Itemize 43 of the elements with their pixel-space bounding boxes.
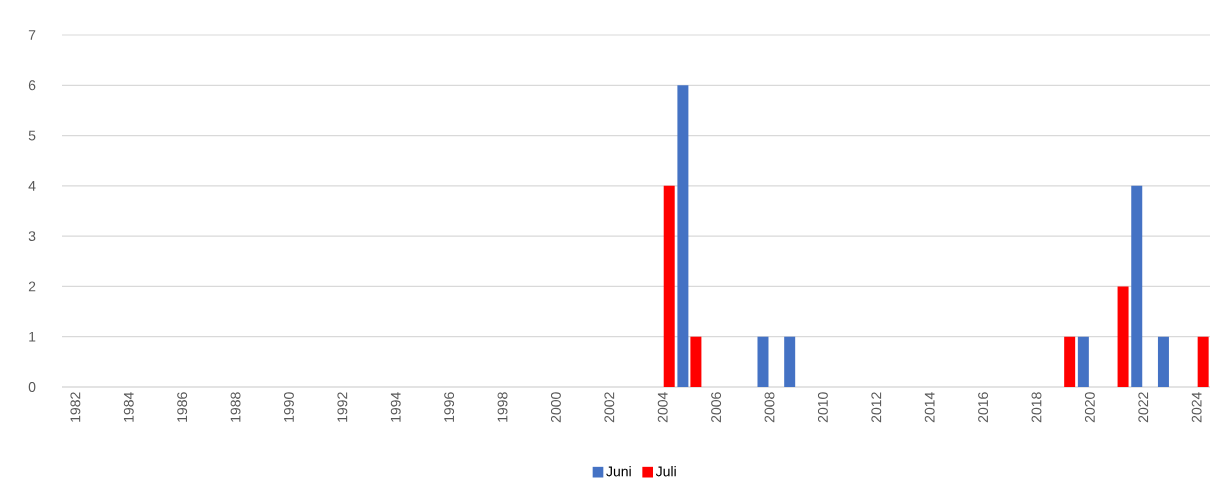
x-tick-label: 1984: [123, 392, 134, 422]
bar: [663, 185, 675, 387]
bar: [1131, 185, 1143, 387]
y-tick-label: 2: [28, 281, 36, 292]
x-tick-label: 2004: [657, 392, 668, 423]
x-tick-label: 2016: [978, 392, 989, 423]
x-tick-label: 1988: [230, 392, 241, 422]
y-tick-label: 0: [28, 382, 36, 392]
bar: [1117, 286, 1129, 387]
y-tick-label: 5: [28, 130, 36, 141]
y-tick-label: 4: [28, 181, 36, 191]
y-tick-label: 1: [29, 331, 36, 342]
x-tick-label: 1994: [390, 392, 401, 422]
x-tick-label: 2012: [871, 392, 882, 423]
x-tick-label: 1992: [337, 392, 348, 422]
x-tick-label: 2010: [817, 392, 828, 423]
bar: [1077, 336, 1089, 387]
x-tick-label: 2002: [604, 392, 615, 423]
x-tick-label: 2022: [1138, 392, 1149, 423]
x-tick-label: 1982: [70, 392, 81, 422]
bar: [677, 85, 689, 387]
x-tick-label: 2008: [764, 392, 775, 423]
y-tick-label: 7: [28, 30, 36, 40]
legend-label: Juli: [655, 466, 676, 477]
bar: [1197, 336, 1209, 387]
x-tick-label: 2006: [711, 392, 722, 423]
bar: [784, 336, 796, 387]
x-tick-label: 2020: [1084, 392, 1095, 423]
y-tick-label: 6: [28, 80, 36, 91]
x-tick-label: 2018: [1031, 392, 1042, 423]
x-tick-label: 2024: [1191, 392, 1202, 423]
x-tick-label: 2014: [924, 392, 935, 423]
y-tick-label: 3: [28, 231, 36, 242]
legend-label: Juni: [606, 466, 631, 477]
x-tick-label: 2000: [550, 392, 561, 423]
x-tick-label: 1986: [177, 392, 188, 422]
bar: [757, 336, 769, 387]
bar: [1064, 336, 1076, 387]
bar: [1157, 336, 1169, 387]
x-tick-label: 1996: [444, 392, 455, 422]
x-tick-label: 1990: [283, 392, 294, 422]
bar: [690, 336, 702, 387]
x-tick-label: 1998: [497, 392, 508, 422]
